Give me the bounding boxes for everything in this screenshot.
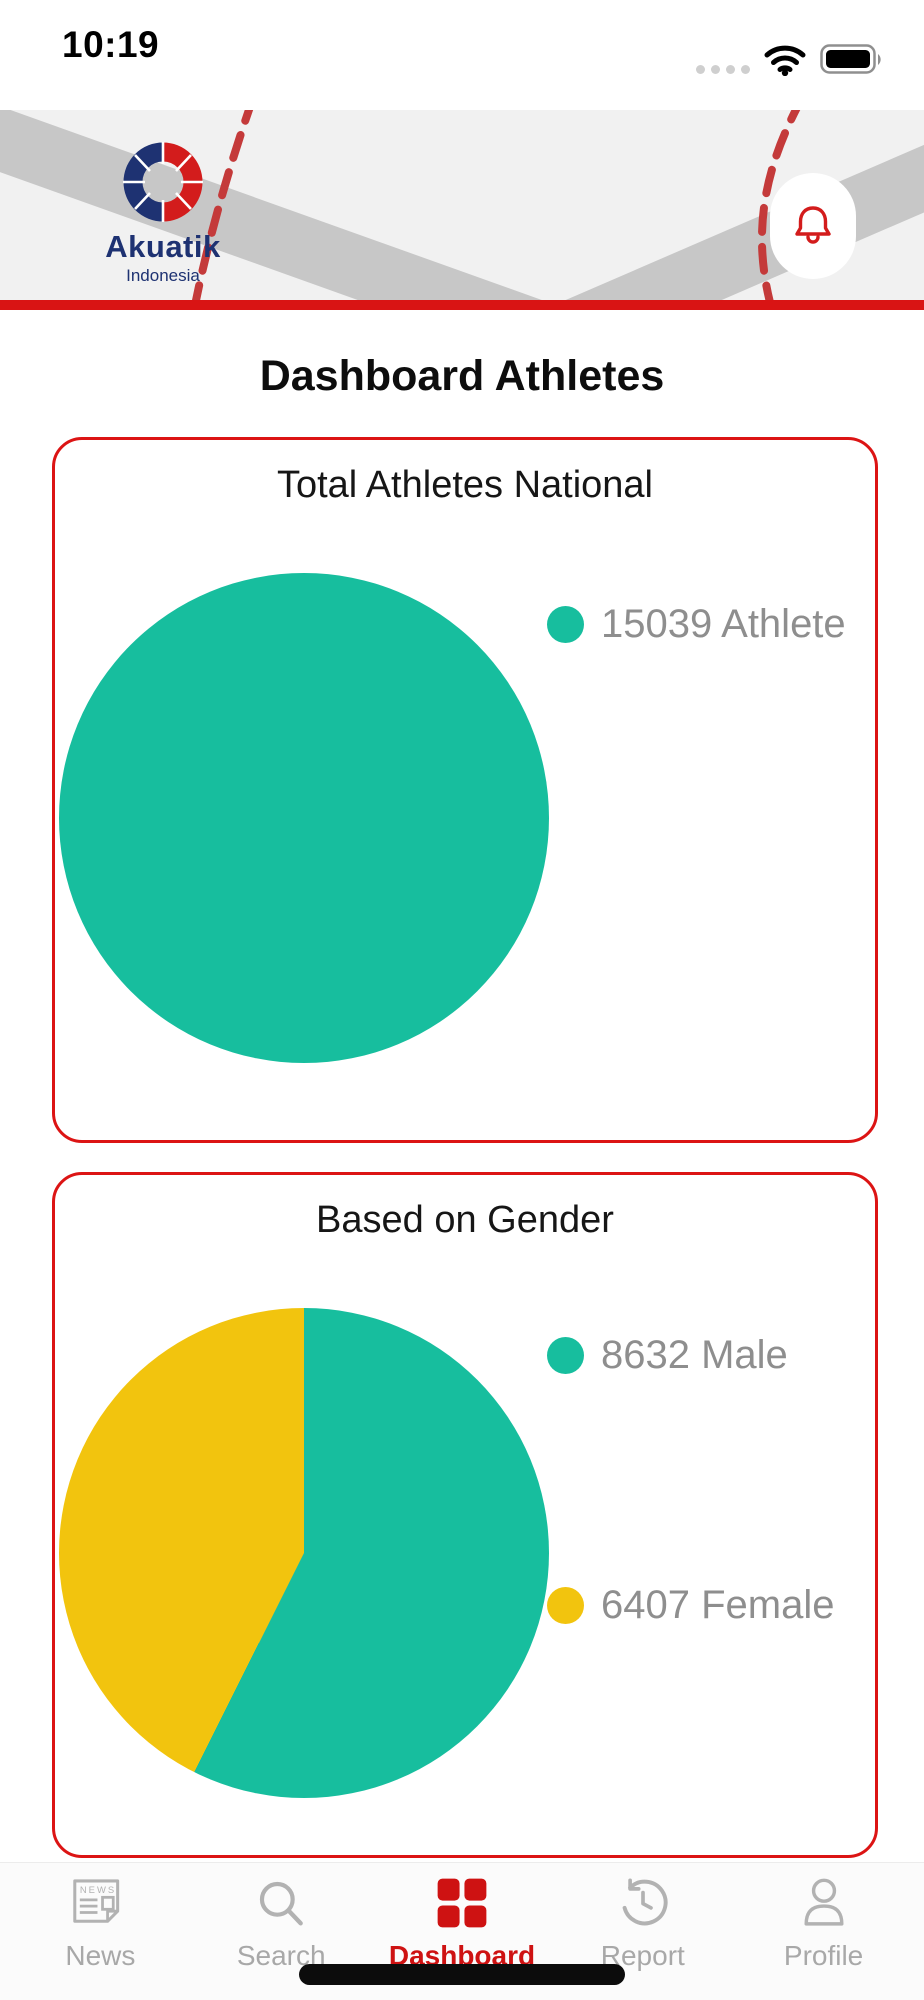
search-icon bbox=[254, 1877, 308, 1932]
notification-bell-icon bbox=[791, 202, 835, 251]
legend-label: 15039 Athlete bbox=[601, 602, 846, 646]
news-icon: NEWS bbox=[71, 1877, 129, 1932]
total-athletes-pie bbox=[59, 573, 549, 1063]
gender-pie bbox=[59, 1308, 549, 1798]
profile-person-icon bbox=[797, 1877, 851, 1932]
notification-button[interactable] bbox=[770, 173, 856, 279]
legend-dot bbox=[547, 1587, 584, 1624]
legend-label: 8632 Male bbox=[601, 1333, 788, 1377]
card-title: Based on Gender bbox=[316, 1199, 614, 1241]
tab-label: News bbox=[65, 1940, 136, 1971]
legend-male: 8632 Male bbox=[547, 1333, 788, 1378]
tab-label: Profile bbox=[783, 1940, 864, 1971]
cellular-signal-icon bbox=[696, 65, 750, 74]
status-icons bbox=[696, 44, 884, 81]
legend-dot bbox=[547, 1337, 584, 1374]
tab-search[interactable]: Search bbox=[196, 1877, 366, 1972]
akuatik-logo: Akuatik Indonesia bbox=[58, 140, 268, 286]
tab-profile[interactable]: Profile bbox=[739, 1877, 909, 1972]
gender-card: Based on Gender 8632 Male 6407 Female bbox=[52, 1172, 878, 1858]
legend-dot bbox=[547, 606, 584, 643]
akuatik-ring-logo-icon bbox=[123, 142, 203, 222]
logo-subtitle: Indonesia bbox=[126, 266, 200, 285]
tab-news[interactable]: NEWS News bbox=[15, 1877, 185, 1972]
page-title: Dashboard Athletes bbox=[259, 352, 665, 400]
svg-text:NEWS: NEWS bbox=[80, 1885, 116, 1896]
tab-report[interactable]: Report bbox=[558, 1877, 728, 1972]
clock: 10:19 bbox=[62, 24, 160, 65]
total-athletes-card: Total Athletes National 15039 Athlete bbox=[52, 437, 878, 1143]
battery-icon bbox=[820, 44, 884, 81]
card-title: Total Athletes National bbox=[276, 464, 653, 506]
status-bar: 10:19 bbox=[0, 0, 924, 110]
home-indicator[interactable] bbox=[299, 1964, 625, 1985]
tab-dashboard[interactable]: Dashboard bbox=[377, 1877, 547, 1972]
wifi-icon bbox=[764, 44, 806, 81]
dashboard-grid-icon bbox=[431, 1877, 493, 1932]
logo-title: Akuatik bbox=[105, 229, 221, 264]
report-history-icon bbox=[616, 1877, 670, 1932]
header-divider bbox=[0, 300, 924, 310]
legend-label: 6407 Female bbox=[601, 1583, 835, 1627]
legend-female: 6407 Female bbox=[547, 1583, 834, 1628]
app-header: Akuatik Indonesia bbox=[0, 110, 924, 300]
legend-athlete: 15039 Athlete bbox=[547, 602, 846, 647]
